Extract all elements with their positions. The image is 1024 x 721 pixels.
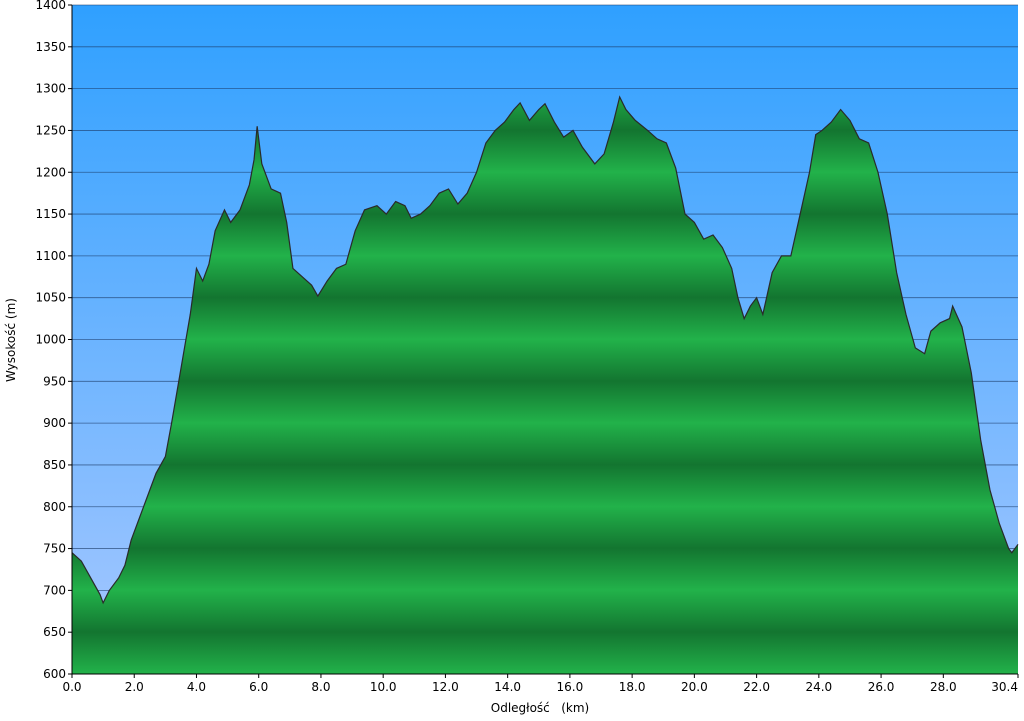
y-axis-label: Wysokość (m) [4, 298, 18, 382]
x-tick-label: 0.0 [62, 680, 81, 694]
x-tick-label: 24.0 [805, 680, 832, 694]
elevation-area [72, 96, 1018, 675]
y-tick-label: 1150 [35, 207, 66, 221]
x-tick-label: 26.0 [868, 680, 895, 694]
x-tick-label: 14.0 [494, 680, 521, 694]
x-tick-label: 10.0 [370, 680, 397, 694]
x-tick-label: 8.0 [311, 680, 330, 694]
x-tick-label: 6.0 [249, 680, 268, 694]
x-tick-label: 4.0 [187, 680, 206, 694]
y-tick-label: 1100 [35, 249, 66, 263]
y-tick-label: 750 [43, 542, 66, 556]
y-tick-label: 950 [43, 374, 66, 388]
y-tick-label: 1000 [35, 333, 66, 347]
x-tick-label: 22.0 [743, 680, 770, 694]
x-tick-label: 30.4 [991, 680, 1018, 694]
x-tick-label: 28.0 [930, 680, 957, 694]
y-tick-label: 700 [43, 583, 66, 597]
y-tick-label: 1250 [35, 123, 66, 137]
x-tick-label: 16.0 [557, 680, 584, 694]
y-tick-label: 600 [43, 667, 66, 681]
y-tick-label: 1050 [35, 291, 66, 305]
y-tick-label: 850 [43, 458, 66, 472]
y-tick-label: 1300 [35, 82, 66, 96]
x-tick-label: 20.0 [681, 680, 708, 694]
y-tick-label: 1350 [35, 40, 66, 54]
y-tick-label: 900 [43, 416, 66, 430]
x-tick-label: 2.0 [125, 680, 144, 694]
x-tick-label: 12.0 [432, 680, 459, 694]
x-axis-label: Odległość (km) [491, 701, 589, 715]
x-tick-label: 18.0 [619, 680, 646, 694]
elevation-line [71, 95, 1019, 605]
y-tick-label: 650 [43, 625, 66, 639]
y-tick-label: 800 [43, 500, 66, 514]
y-tick-label: 1400 [35, 0, 66, 12]
y-tick-label: 1200 [35, 165, 66, 179]
